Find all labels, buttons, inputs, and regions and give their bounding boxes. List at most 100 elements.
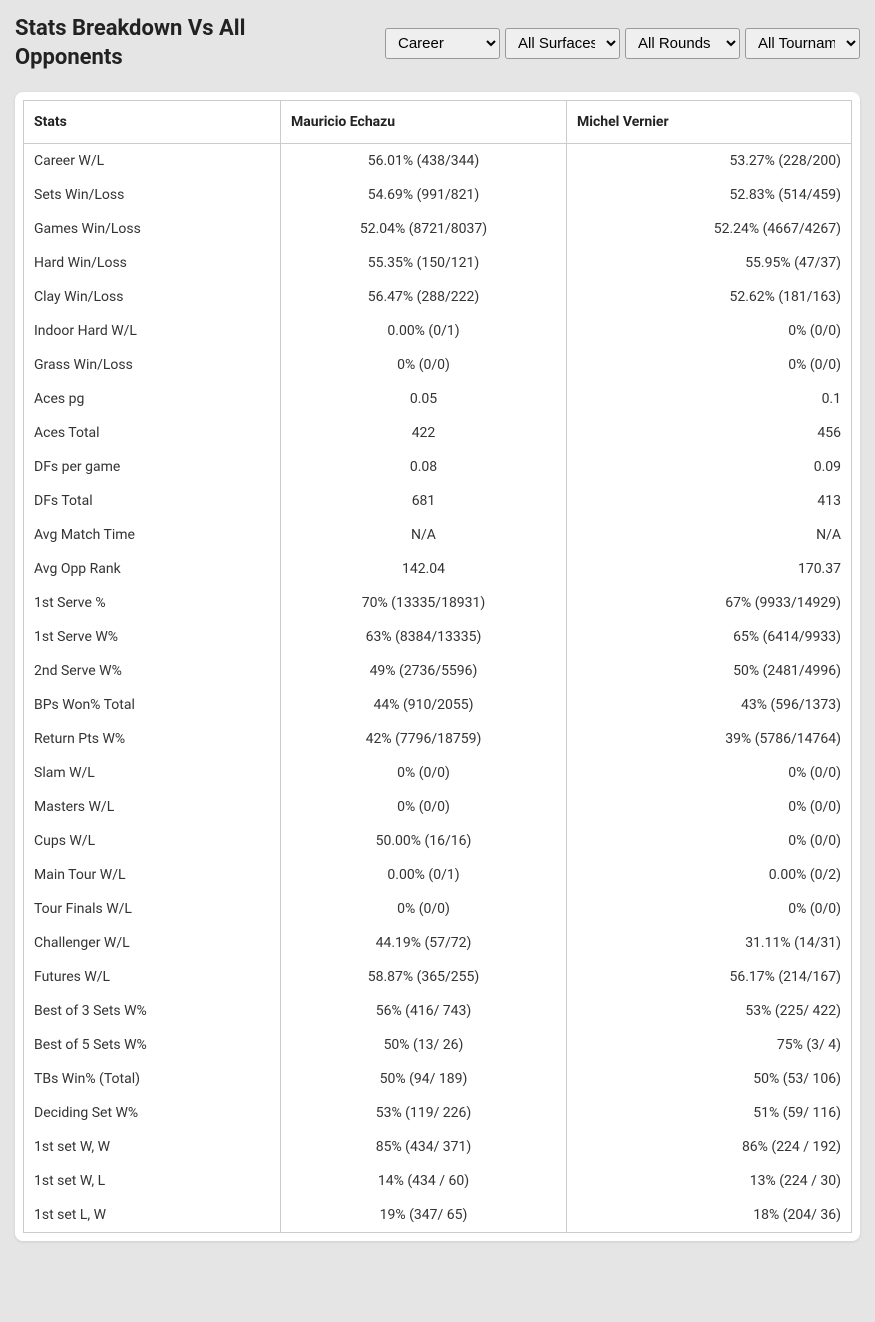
player2-value: 31.11% (14/31) [567, 926, 852, 960]
player2-value: 53% (225/ 422) [567, 994, 852, 1028]
player2-value: 65% (6414/9933) [567, 620, 852, 654]
player2-value: 413 [567, 484, 852, 518]
player1-value: 422 [281, 416, 567, 450]
player2-value: 0% (0/0) [567, 314, 852, 348]
table-row: Aces pg0.050.1 [24, 382, 852, 416]
stat-label: Clay Win/Loss [24, 280, 281, 314]
table-row: Games Win/Loss52.04% (8721/8037)52.24% (… [24, 212, 852, 246]
player2-value: 39% (5786/14764) [567, 722, 852, 756]
table-row: Avg Match TimeN/AN/A [24, 518, 852, 552]
player2-value: 18% (204/ 36) [567, 1198, 852, 1233]
stat-label: Sets Win/Loss [24, 178, 281, 212]
table-row: Cups W/L50.00% (16/16)0% (0/0) [24, 824, 852, 858]
player2-value: 52.24% (4667/4267) [567, 212, 852, 246]
player1-value: 50% (94/ 189) [281, 1062, 567, 1096]
stat-label: Masters W/L [24, 790, 281, 824]
player2-value: 0% (0/0) [567, 790, 852, 824]
stat-label: 1st Serve % [24, 586, 281, 620]
table-row: DFs Total681413 [24, 484, 852, 518]
player1-value: 681 [281, 484, 567, 518]
stat-label: Futures W/L [24, 960, 281, 994]
surface-select[interactable]: All Surfaces [505, 28, 620, 59]
stat-label: Aces Total [24, 416, 281, 450]
player1-value: N/A [281, 518, 567, 552]
player1-value: 42% (7796/18759) [281, 722, 567, 756]
table-row: TBs Win% (Total)50% (94/ 189)50% (53/ 10… [24, 1062, 852, 1096]
table-row: Challenger W/L44.19% (57/72)31.11% (14/3… [24, 926, 852, 960]
table-row: Slam W/L0% (0/0)0% (0/0) [24, 756, 852, 790]
table-header-row: Stats Mauricio Echazu Michel Vernier [24, 101, 852, 144]
player2-value: 170.37 [567, 552, 852, 586]
player1-value: 70% (13335/18931) [281, 586, 567, 620]
player1-value: 142.04 [281, 552, 567, 586]
player1-value: 0.00% (0/1) [281, 314, 567, 348]
player2-value: 67% (9933/14929) [567, 586, 852, 620]
player1-value: 55.35% (150/121) [281, 246, 567, 280]
stat-label: Tour Finals W/L [24, 892, 281, 926]
table-row: DFs per game0.080.09 [24, 450, 852, 484]
player1-value: 0% (0/0) [281, 348, 567, 382]
stat-label: Indoor Hard W/L [24, 314, 281, 348]
table-row: Clay Win/Loss56.47% (288/222)52.62% (181… [24, 280, 852, 314]
player1-value: 0% (0/0) [281, 756, 567, 790]
player2-value: 52.62% (181/163) [567, 280, 852, 314]
stat-label: Slam W/L [24, 756, 281, 790]
tournament-select[interactable]: All Tournaments [745, 28, 860, 59]
table-row: 1st Serve %70% (13335/18931)67% (9933/14… [24, 586, 852, 620]
player1-value: 50% (13/ 26) [281, 1028, 567, 1062]
table-row: 1st set W, L14% (434 / 60)13% (224 / 30) [24, 1164, 852, 1198]
period-select[interactable]: Career [385, 28, 500, 59]
player2-value: 0.1 [567, 382, 852, 416]
player2-value: 0.09 [567, 450, 852, 484]
table-row: Best of 3 Sets W%56% (416/ 743)53% (225/… [24, 994, 852, 1028]
player1-value: 85% (434/ 371) [281, 1130, 567, 1164]
table-row: Return Pts W%42% (7796/18759)39% (5786/1… [24, 722, 852, 756]
stat-label: DFs Total [24, 484, 281, 518]
stat-label: Career W/L [24, 144, 281, 179]
stat-label: Games Win/Loss [24, 212, 281, 246]
player2-value: 0% (0/0) [567, 824, 852, 858]
player2-value: 52.83% (514/459) [567, 178, 852, 212]
player1-value: 56% (416/ 743) [281, 994, 567, 1028]
player2-value: 51% (59/ 116) [567, 1096, 852, 1130]
table-row: 2nd Serve W%49% (2736/5596)50% (2481/499… [24, 654, 852, 688]
player1-value: 50.00% (16/16) [281, 824, 567, 858]
stats-table: Stats Mauricio Echazu Michel Vernier Car… [23, 100, 852, 1233]
player1-value: 0.05 [281, 382, 567, 416]
table-row: BPs Won% Total44% (910/2055)43% (596/137… [24, 688, 852, 722]
player2-value: 0.00% (0/2) [567, 858, 852, 892]
stat-label: Grass Win/Loss [24, 348, 281, 382]
player2-value: 56.17% (214/167) [567, 960, 852, 994]
page-title: Stats Breakdown Vs All Opponents [15, 15, 315, 72]
stat-label: 2nd Serve W% [24, 654, 281, 688]
table-row: Main Tour W/L0.00% (0/1)0.00% (0/2) [24, 858, 852, 892]
player1-value: 56.01% (438/344) [281, 144, 567, 179]
player1-value: 54.69% (991/821) [281, 178, 567, 212]
column-header-player2: Michel Vernier [567, 101, 852, 144]
stat-label: Challenger W/L [24, 926, 281, 960]
table-row: 1st set L, W19% (347/ 65)18% (204/ 36) [24, 1198, 852, 1233]
stat-label: Avg Match Time [24, 518, 281, 552]
table-row: Deciding Set W%53% (119/ 226)51% (59/ 11… [24, 1096, 852, 1130]
player1-value: 58.87% (365/255) [281, 960, 567, 994]
stat-label: DFs per game [24, 450, 281, 484]
player1-value: 44.19% (57/72) [281, 926, 567, 960]
stat-label: Cups W/L [24, 824, 281, 858]
stat-label: Main Tour W/L [24, 858, 281, 892]
player1-value: 0.00% (0/1) [281, 858, 567, 892]
table-row: Tour Finals W/L0% (0/0)0% (0/0) [24, 892, 852, 926]
filter-bar: Career All Surfaces All Rounds All Tourn… [385, 28, 860, 59]
player1-value: 56.47% (288/222) [281, 280, 567, 314]
stat-label: 1st set L, W [24, 1198, 281, 1233]
table-row: Indoor Hard W/L0.00% (0/1)0% (0/0) [24, 314, 852, 348]
player1-value: 44% (910/2055) [281, 688, 567, 722]
table-row: 1st set W, W85% (434/ 371)86% (224 / 192… [24, 1130, 852, 1164]
player1-value: 63% (8384/13335) [281, 620, 567, 654]
rounds-select[interactable]: All Rounds [625, 28, 740, 59]
player1-value: 0% (0/0) [281, 892, 567, 926]
stat-label: Best of 3 Sets W% [24, 994, 281, 1028]
stat-label: 1st set W, W [24, 1130, 281, 1164]
stat-label: Best of 5 Sets W% [24, 1028, 281, 1062]
player2-value: 53.27% (228/200) [567, 144, 852, 179]
player1-value: 53% (119/ 226) [281, 1096, 567, 1130]
